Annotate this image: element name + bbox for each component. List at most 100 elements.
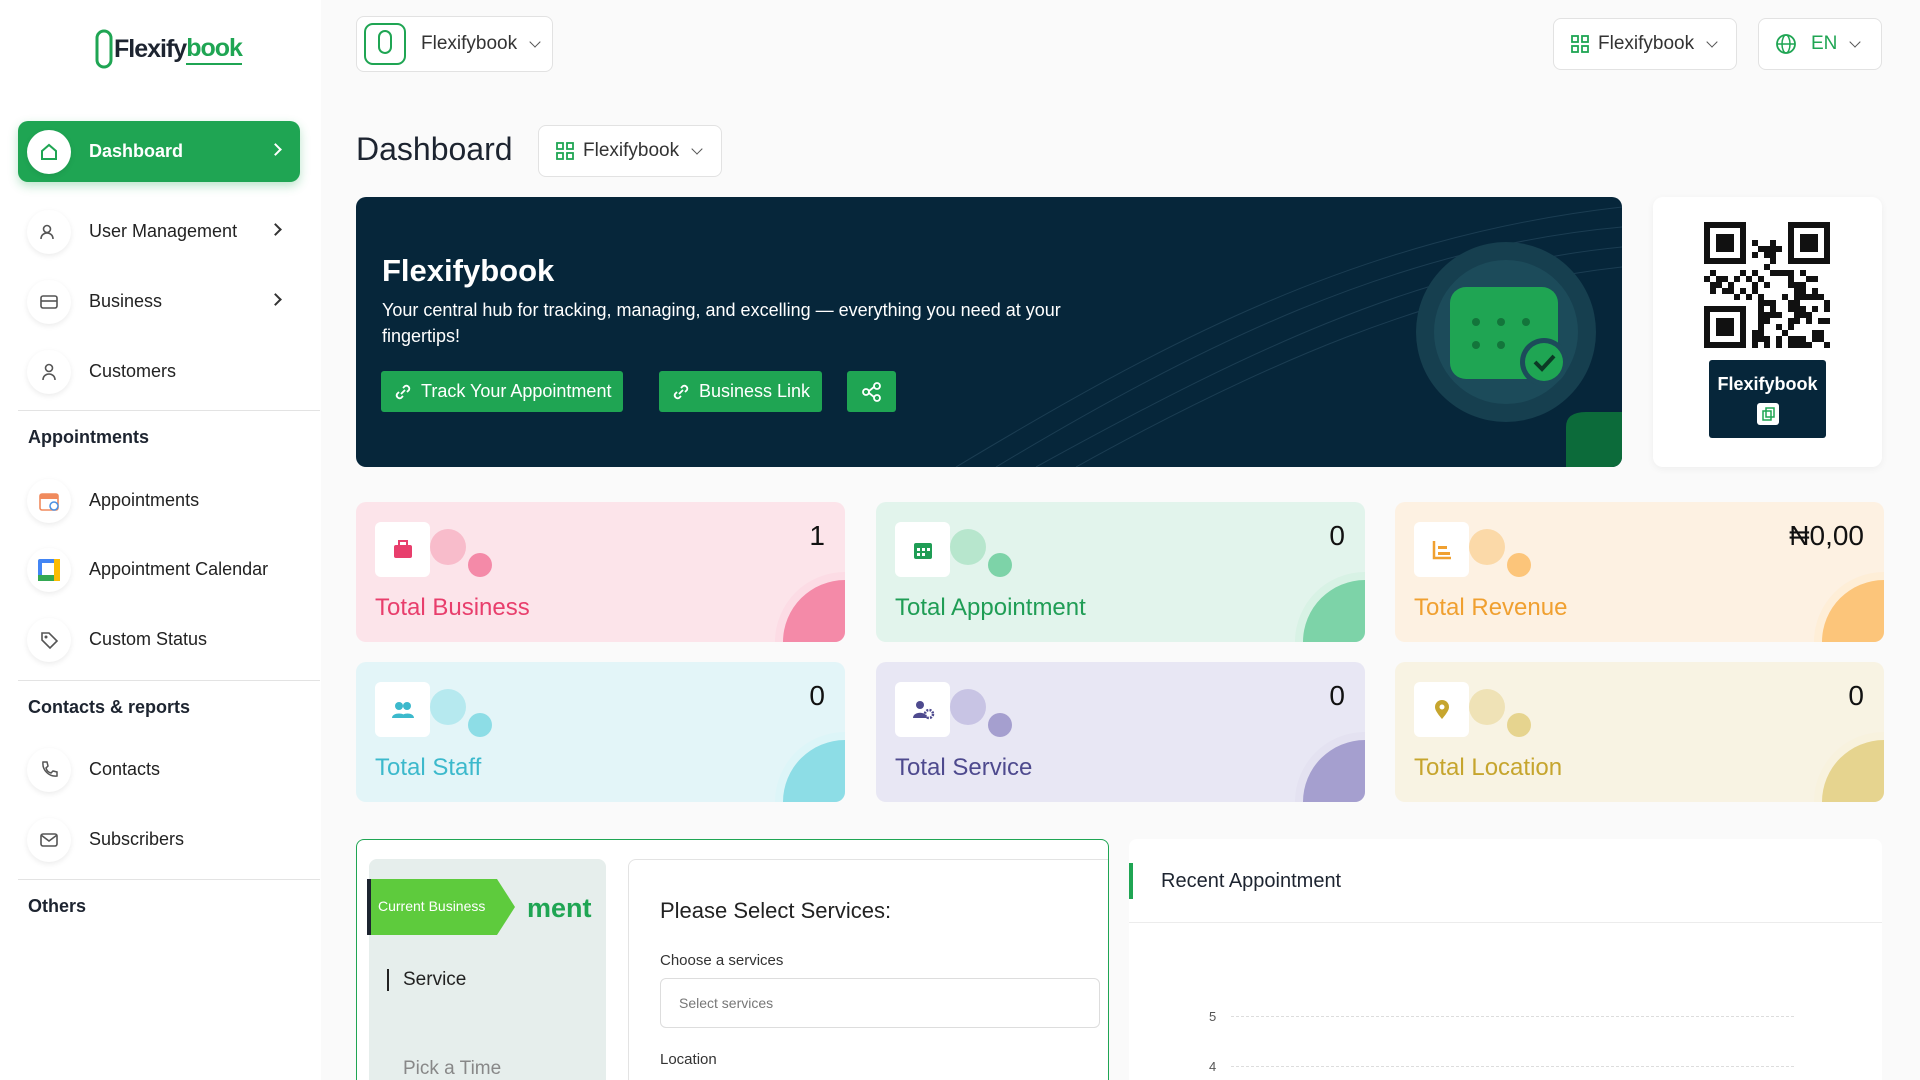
qr-module xyxy=(1776,342,1782,348)
qr-module xyxy=(1782,294,1788,300)
qr-module xyxy=(1812,294,1818,300)
qr-code[interactable] xyxy=(1704,222,1830,348)
field-label: Location xyxy=(660,1051,717,1068)
qr-module xyxy=(1770,270,1776,276)
stat-card[interactable]: ₦0,00 Total Revenue xyxy=(1395,502,1884,642)
stat-icon xyxy=(375,682,430,737)
step: Service xyxy=(387,969,466,991)
qr-module xyxy=(1806,294,1812,300)
stat-card[interactable]: 0 Total Service xyxy=(876,662,1365,802)
divider xyxy=(18,879,320,880)
share-button[interactable] xyxy=(847,371,896,412)
nav-item[interactable]: User Management xyxy=(18,201,300,262)
nav-label: Custom Status xyxy=(89,629,208,649)
decor-bubble xyxy=(1507,553,1531,577)
section-title: Appointments xyxy=(28,427,149,447)
stat-card[interactable]: 0 Total Location xyxy=(1395,662,1884,802)
current-business-tag xyxy=(367,879,515,935)
recent-appointment-panel: Recent Appointment 5 4 xyxy=(1129,839,1882,1080)
stat-icon xyxy=(1414,522,1469,577)
services-input[interactable]: Select services xyxy=(660,978,1100,1028)
qr-module xyxy=(1776,270,1782,276)
qr-module xyxy=(1788,282,1794,288)
qr-module xyxy=(1704,276,1710,282)
grid-line xyxy=(1231,1066,1794,1067)
track-button[interactable]: Track Your Appointment xyxy=(381,371,624,412)
qr-module xyxy=(1758,294,1764,300)
tag-label: Current Business xyxy=(378,898,486,914)
qr-module xyxy=(1812,306,1818,312)
banner-subtitle: Your central hub for tracking, managing,… xyxy=(382,300,1061,346)
caret xyxy=(1706,36,1718,48)
qr-module xyxy=(1782,270,1788,276)
link-icon xyxy=(395,384,411,399)
stat-value: ₦0,00 xyxy=(1789,520,1864,551)
decor-bubble xyxy=(430,529,466,565)
selector-label: Flexifybook xyxy=(1598,33,1695,54)
decor-bubble xyxy=(430,689,466,725)
stat-label: Total Revenue xyxy=(1414,594,1568,621)
qr-module xyxy=(1800,288,1806,294)
nav-item[interactable]: Appointment Calendar xyxy=(18,539,300,600)
nav-label: Customers xyxy=(89,361,177,381)
qr-module xyxy=(1770,246,1776,252)
section-title: Others xyxy=(28,896,87,916)
nav-item[interactable]: Customers xyxy=(18,341,300,402)
stat-card[interactable]: 1 Total Business xyxy=(356,502,845,642)
nav-icon xyxy=(27,617,71,662)
qr-module xyxy=(1752,270,1758,276)
globe-icon xyxy=(1776,34,1796,54)
nav-icon xyxy=(27,349,71,394)
nav-label: User Management xyxy=(89,221,238,241)
workspace-selector[interactable]: Flexifybook xyxy=(1553,18,1737,70)
section-title: Contacts & reports xyxy=(28,697,191,717)
nav-item[interactable]: Contacts xyxy=(18,739,300,800)
decor-bubble xyxy=(1469,529,1505,565)
qr-module xyxy=(1776,336,1782,342)
nav-item[interactable]: Custom Status xyxy=(18,609,300,670)
qr-module xyxy=(1794,288,1800,294)
stat-card[interactable]: 0 Total Staff xyxy=(356,662,845,802)
copy-icon[interactable] xyxy=(1756,403,1779,425)
accent-bar xyxy=(1129,863,1133,899)
stat-label: Total Service xyxy=(895,754,1033,781)
qr-module xyxy=(1824,300,1830,306)
logo-mark xyxy=(95,29,113,69)
qr-module xyxy=(1764,342,1770,348)
nav-item[interactable]: Dashboard xyxy=(18,121,300,182)
qr-module xyxy=(1728,288,1734,294)
grid-icon xyxy=(556,142,574,160)
qr-module xyxy=(1824,342,1830,348)
qr-module xyxy=(1788,300,1794,306)
qr-module xyxy=(1770,300,1776,306)
grid-line xyxy=(1231,1016,1794,1017)
business-selector[interactable]: Flexifybook xyxy=(356,16,553,72)
qr-module xyxy=(1752,252,1758,258)
qr-module xyxy=(1770,258,1776,264)
qr-module xyxy=(1800,234,1818,252)
divider xyxy=(1129,922,1882,923)
business-filter[interactable]: Flexifybook xyxy=(538,125,722,177)
y-tick-label: 4 xyxy=(1209,1059,1217,1074)
qr-module xyxy=(1716,276,1722,282)
filter-label: Flexifybook xyxy=(583,140,680,161)
nav-item[interactable]: Subscribers xyxy=(18,809,300,870)
nav-icon xyxy=(27,209,71,254)
qr-module xyxy=(1812,336,1818,342)
stat-card[interactable]: 0 Total Appointment xyxy=(876,502,1365,642)
qr-module xyxy=(1800,336,1806,342)
qr-module xyxy=(1758,276,1764,282)
nav-item[interactable]: Appointments xyxy=(18,470,300,531)
qr-module xyxy=(1758,306,1764,312)
language-label: EN xyxy=(1811,33,1838,54)
nav-item[interactable]: Business xyxy=(18,271,300,332)
qr-module xyxy=(1752,336,1758,342)
language-selector[interactable]: EN xyxy=(1758,18,1882,70)
stat-label: Total Appointment xyxy=(895,594,1086,621)
qr-module xyxy=(1800,306,1806,312)
qr-module xyxy=(1824,318,1830,324)
y-tick-label: 5 xyxy=(1209,1009,1217,1024)
business-link-button[interactable]: Business Link xyxy=(659,371,823,412)
logo[interactable]: Flexify book xyxy=(94,26,243,72)
banner-title: Flexifybook xyxy=(382,253,555,288)
